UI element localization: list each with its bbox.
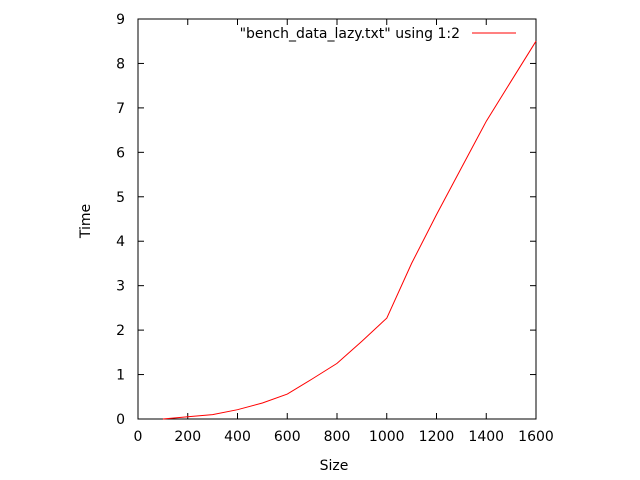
y-axis-label: Time bbox=[78, 204, 94, 239]
y-tick-label: 5 bbox=[116, 190, 125, 206]
y-tick-label: 9 bbox=[116, 12, 125, 28]
x-tick-label: 0 bbox=[134, 429, 143, 445]
x-tick-label: 1600 bbox=[518, 429, 554, 445]
series-layer bbox=[162, 40, 537, 420]
x-tick-label: 400 bbox=[224, 429, 251, 445]
legend: "bench_data_lazy.txt" using 1:2 bbox=[240, 26, 516, 42]
x-tick-label: 1400 bbox=[468, 429, 504, 445]
y-tick-label: 8 bbox=[116, 56, 125, 72]
y-tick-label: 7 bbox=[116, 101, 125, 117]
x-tick-label: 1200 bbox=[419, 429, 455, 445]
y-tick-label: 3 bbox=[116, 279, 125, 295]
y-tick-label: 2 bbox=[116, 323, 125, 339]
y-tick-label: 6 bbox=[116, 145, 125, 161]
axis-ticks: 0 200 400 600 800 1000 1200 1400 1600 0 1 2 3 4 5 6 7 8 9 bbox=[116, 12, 554, 445]
y-tick-label: 4 bbox=[116, 234, 125, 250]
legend-label: "bench_data_lazy.txt" using 1:2 bbox=[240, 26, 460, 42]
x-tick-label: 200 bbox=[174, 429, 201, 445]
series-line-0 bbox=[162, 40, 537, 420]
x-tick-label: 600 bbox=[274, 429, 301, 445]
x-axis-label: Size bbox=[320, 458, 349, 474]
y-tick-label: 0 bbox=[116, 412, 125, 428]
y-tick-label: 1 bbox=[116, 368, 125, 384]
plot-frame bbox=[137, 18, 537, 420]
x-tick-label: 800 bbox=[324, 429, 351, 445]
x-tick-label: 1000 bbox=[369, 429, 405, 445]
